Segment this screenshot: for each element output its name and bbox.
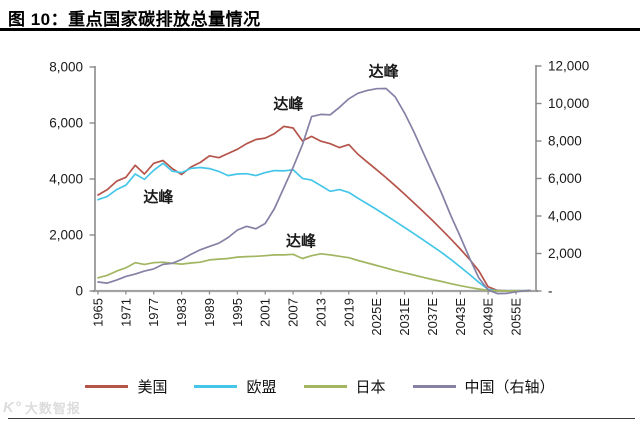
y-right-tick-label: 6,000	[548, 171, 582, 186]
legend-swatch-china	[412, 385, 456, 388]
legend-item-eu: 欧盟	[194, 376, 277, 397]
series-line-japan	[97, 252, 531, 292]
legend-label-eu: 欧盟	[246, 379, 277, 396]
x-tick-label: 2031E	[397, 298, 412, 336]
watermark: K° 大数智报	[3, 398, 81, 417]
x-tick-label: 1989	[202, 298, 217, 327]
x-tick-label: 2007	[286, 298, 301, 327]
legend-swatch-usa	[85, 385, 129, 388]
x-tick-label: 2043E	[453, 298, 468, 336]
y-right-tick-label: 8,000	[548, 134, 582, 149]
annotation-peak: 达峰	[369, 63, 400, 81]
annotation-peak: 达峰	[143, 188, 174, 206]
x-tick-label: 2049E	[481, 298, 496, 336]
series-line-eu	[97, 162, 531, 292]
y-right-tick-label: 12,000	[548, 59, 589, 74]
y-left-tick-label: 4,000	[49, 172, 83, 187]
series-line-china	[97, 87, 531, 295]
x-tick-label: 2055E	[509, 298, 524, 336]
chart-legend: 美国 欧盟 日本 中国（右轴）	[0, 376, 640, 397]
x-tick-label: 1965	[91, 298, 106, 327]
y-right-tick-label: 4,000	[548, 209, 582, 224]
annotation-peak: 达峰	[286, 232, 317, 250]
x-tick-label: 2013	[313, 298, 328, 327]
bottom-separator	[8, 418, 635, 419]
y-left-tick-label: 8,000	[49, 60, 83, 75]
y-right-tick-label: 10,000	[548, 96, 589, 111]
legend-item-usa: 美国	[85, 376, 167, 397]
y-right-tick-label: -	[548, 284, 553, 299]
legend-item-china: 中国（右轴）	[412, 376, 555, 397]
legend-label-japan: 日本	[355, 379, 386, 396]
legend-label-china: 中国（右轴）	[464, 379, 555, 396]
series-line-usa	[97, 125, 531, 292]
watermark-logo-icon: K°	[3, 399, 22, 416]
y-left-tick-label: 0	[75, 284, 83, 299]
x-tick-label: 2001	[258, 298, 273, 327]
legend-item-japan: 日本	[303, 376, 386, 397]
x-tick-label: 2025E	[369, 298, 384, 336]
figure-title: 图 10：重点国家碳排放总量情况	[8, 10, 261, 29]
x-tick-label: 1977	[146, 298, 161, 327]
legend-swatch-japan	[303, 385, 347, 388]
figure-title-bar: 图 10：重点国家碳排放总量情况	[0, 0, 640, 31]
x-tick-label: 1983	[174, 298, 189, 327]
legend-swatch-eu	[194, 385, 238, 388]
annotation-peak: 达峰	[273, 95, 304, 113]
x-tick-label: 2019	[341, 298, 356, 327]
x-tick-label: 1995	[230, 298, 245, 327]
x-tick-label: 1971	[118, 298, 133, 327]
x-tick-label: 2037E	[425, 298, 440, 336]
y-left-tick-label: 6,000	[49, 116, 83, 131]
y-right-tick-label: 2,000	[548, 246, 582, 261]
legend-label-usa: 美国	[137, 379, 168, 396]
y-left-tick-label: 2,000	[49, 228, 83, 243]
watermark-text: 大数智报	[24, 401, 81, 416]
